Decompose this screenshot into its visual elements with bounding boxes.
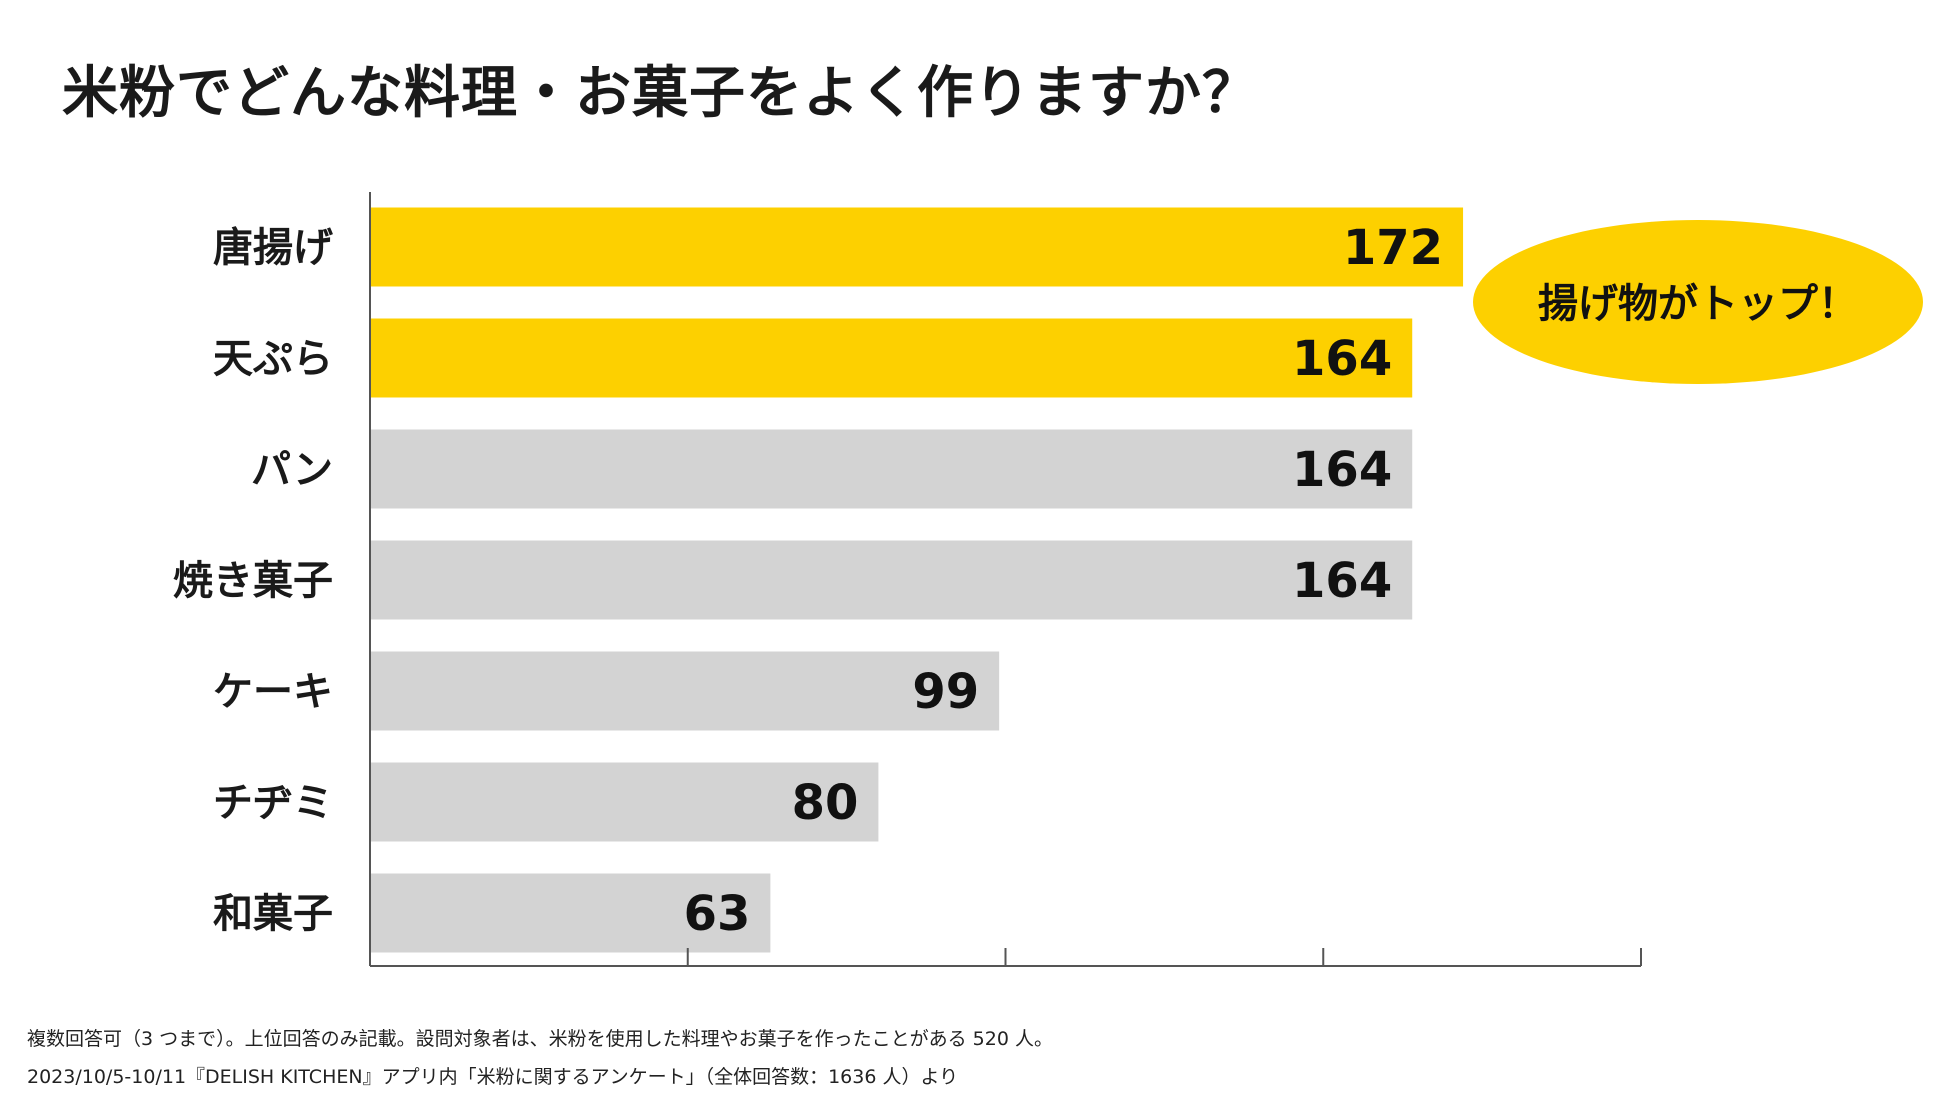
bar bbox=[370, 540, 1413, 620]
callout-bubble bbox=[1473, 220, 1923, 384]
footnote-source: 2023/10/5-10/11『DELISH KITCHEN』アプリ内「米粉に関… bbox=[27, 1066, 959, 1088]
value-label: 172 bbox=[1343, 220, 1443, 276]
category-label: パン bbox=[251, 447, 333, 493]
footnote-survey-note: 複数回答可（3 つまで）。上位回答のみ記載。設問対象者は、米粉を使用した料理やお… bbox=[27, 1028, 1053, 1050]
category-label: 天ぷら bbox=[213, 336, 333, 382]
bar bbox=[370, 873, 771, 953]
bar bbox=[370, 651, 1000, 731]
bar bbox=[370, 762, 879, 842]
bar bbox=[370, 207, 1464, 287]
value-label: 63 bbox=[684, 886, 751, 942]
value-label: 164 bbox=[1292, 442, 1392, 498]
bar bbox=[370, 429, 1413, 509]
category-label: チヂミ bbox=[213, 780, 333, 826]
category-label: 和菓子 bbox=[213, 891, 333, 937]
bar bbox=[370, 318, 1413, 398]
value-label: 164 bbox=[1292, 331, 1392, 387]
category-label: 唐揚げ bbox=[213, 225, 333, 271]
value-label: 80 bbox=[792, 775, 859, 831]
value-label: 99 bbox=[912, 664, 979, 720]
category-label: 焼き菓子 bbox=[173, 558, 333, 604]
chart-title: 米粉でどんな料理・お菓子をよく作りますか？ bbox=[62, 61, 1259, 126]
callout-text: 揚げ物がトップ！ bbox=[1538, 281, 1858, 327]
category-label: ケーキ bbox=[213, 669, 333, 715]
value-label: 164 bbox=[1292, 553, 1392, 609]
